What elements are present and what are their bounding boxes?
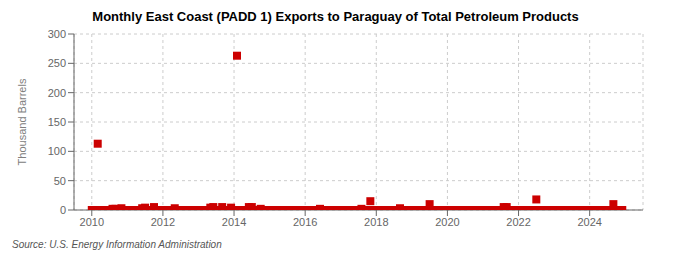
svg-text:150: 150 bbox=[48, 116, 66, 128]
svg-text:300: 300 bbox=[48, 28, 66, 40]
svg-text:200: 200 bbox=[48, 87, 66, 99]
svg-text:2010: 2010 bbox=[80, 216, 104, 228]
svg-text:0: 0 bbox=[60, 204, 66, 216]
svg-text:Thousand Barrels: Thousand Barrels bbox=[16, 78, 28, 165]
svg-text:2014: 2014 bbox=[222, 216, 246, 228]
svg-text:2024: 2024 bbox=[577, 216, 601, 228]
svg-text:2020: 2020 bbox=[435, 216, 459, 228]
svg-text:50: 50 bbox=[54, 175, 66, 187]
svg-text:2012: 2012 bbox=[151, 216, 175, 228]
svg-text:250: 250 bbox=[48, 57, 66, 69]
svg-text:2022: 2022 bbox=[506, 216, 530, 228]
svg-text:2016: 2016 bbox=[293, 216, 317, 228]
html-text:Monthly East Coast (PADD 1) Ex: Monthly East Coast (PADD 1) Exports to P… bbox=[92, 9, 579, 24]
svg-text:100: 100 bbox=[48, 145, 66, 157]
html-text:Source: U.S. Energy Informatio: Source: U.S. Energy Information Administ… bbox=[12, 239, 222, 250]
svg-text:2018: 2018 bbox=[364, 216, 388, 228]
